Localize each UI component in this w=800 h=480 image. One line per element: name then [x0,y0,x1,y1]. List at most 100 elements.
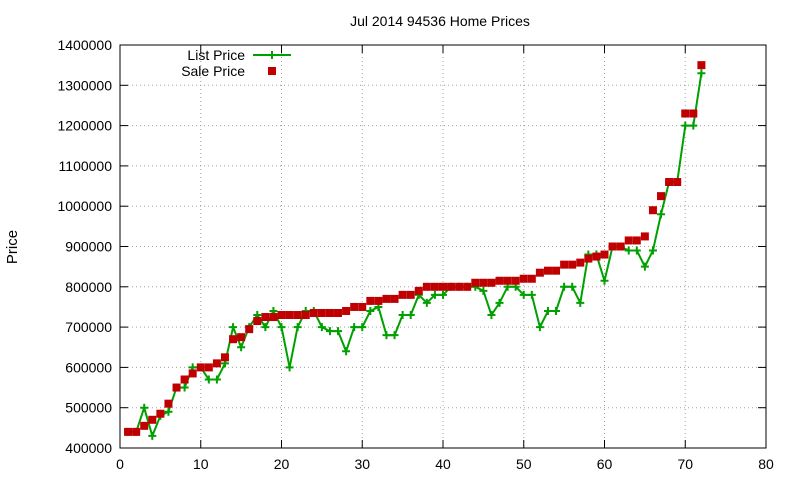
list-price-point [325,327,334,336]
sale-price-point [293,311,302,320]
sale-price-point [325,308,334,317]
list-price-point [640,262,649,271]
y-tick-label: 700000 [65,319,112,335]
sale-price-point [317,308,326,317]
list-price-point [632,246,641,255]
sale-price-point [608,242,617,251]
list-price-point [657,210,666,219]
list-price-point [576,298,585,307]
list-price-point [681,121,690,130]
sale-price-point [632,236,641,245]
legend-label-list-price: List Price [187,47,245,63]
sale-price-point [527,274,536,283]
x-tick-label: 80 [758,456,774,472]
list-price-point [406,311,415,320]
y-tick-label: 1200000 [57,118,112,134]
list-price-point [261,323,270,332]
sale-price-point [229,335,238,344]
sale-price-point [261,313,270,322]
series-layer [124,61,706,440]
sale-price-point [196,363,205,372]
sale-price-point [301,311,310,320]
sale-price-point [624,236,633,245]
sale-price-point [600,250,609,259]
sale-price-point [342,306,351,315]
x-tick-label: 20 [274,456,290,472]
sale-price-point [358,302,367,311]
list-price-point [439,290,447,299]
sale-price-point [285,311,294,320]
sale-price-point [414,286,423,295]
sale-price-point [148,415,157,424]
y-tick-label: 800000 [65,279,112,295]
sale-price-point [543,266,552,275]
sale-price-point [576,258,585,267]
list-price-point [366,306,375,315]
sale-price-point [592,252,601,261]
sale-price-point [439,282,447,291]
sale-price-point [673,178,682,187]
list-price-point [293,323,302,332]
sale-price-point [164,399,173,408]
legend-marker-sale-price [268,67,276,75]
list-price-point [229,323,238,332]
list-price-point [317,323,326,332]
list-price-point [543,306,552,315]
sale-price-point [237,333,246,342]
list-price-point [624,246,633,255]
sale-price-point [398,290,407,299]
sale-price-point [180,375,189,384]
sale-price-point [681,109,690,118]
grid-lines [120,45,766,448]
y-tick-label: 900000 [65,239,112,255]
x-tick-label: 70 [677,456,693,472]
sale-price-point [697,61,706,70]
list-price-point [535,323,544,332]
sale-price-point [188,369,197,378]
list-price-point [358,323,367,332]
sale-price-point [455,282,464,291]
sale-price-point [390,294,399,303]
sale-price-point [212,359,221,368]
sale-price-point [245,325,254,334]
sale-price-point [648,206,657,215]
sale-price-point [156,409,165,418]
list-price-point [180,383,189,392]
y-tick-label: 500000 [65,400,112,416]
sale-price-point [140,421,149,430]
list-price-point [398,311,407,320]
sale-price-point [269,313,278,322]
list-price-point [527,290,536,299]
list-price-point [479,286,488,295]
list-price-point [648,246,657,255]
list-price-point [140,403,149,412]
x-tick-label: 40 [435,456,451,472]
list-price-point [495,298,504,307]
sale-price-point [665,178,674,187]
y-tick-label: 1000000 [57,198,112,214]
sale-price-point [657,192,666,201]
list-price-point [697,69,706,78]
x-tick-label: 0 [116,456,124,472]
list-price-point [334,327,343,336]
list-price-point [422,298,431,307]
list-price-point [390,331,399,340]
sale-price-point [568,260,577,269]
list-price-point [285,363,294,372]
sale-price-point [366,296,375,305]
sale-price-point [560,260,569,269]
list-price-point [164,407,173,416]
x-tick-label: 50 [516,456,532,472]
list-price-point [148,431,157,440]
list-price-point [237,343,246,352]
sale-price-point [382,294,391,303]
list-price-point [487,311,496,320]
list-price-point [568,282,577,291]
sale-price-point [204,363,213,372]
list-price-point [600,276,609,285]
list-price-point [342,347,351,356]
list-price-point [552,306,561,315]
sale-price-point [479,278,488,287]
sale-price-point [350,302,359,311]
sale-price-point [277,311,286,320]
